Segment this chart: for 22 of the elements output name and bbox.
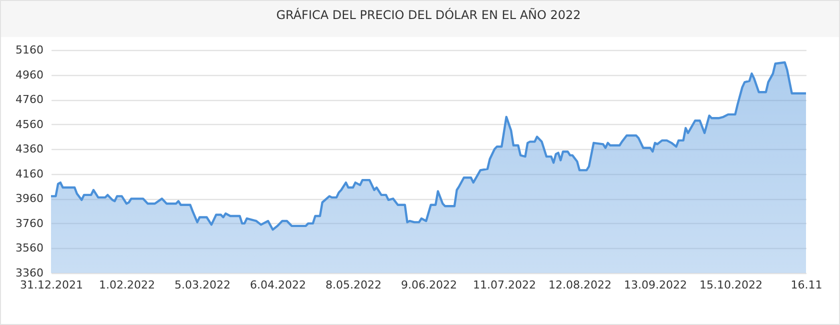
- x-tick-label: 9.06.2022: [401, 278, 457, 292]
- y-tick-label: 4360: [16, 142, 44, 156]
- y-tick-label: 4560: [16, 118, 44, 131]
- x-tick-label: 8.05.2022: [326, 278, 382, 292]
- y-tick-label: 3560: [16, 242, 44, 255]
- x-tick-label: 12.08.2022: [548, 278, 612, 292]
- x-tick-label: 5.03.2022: [174, 278, 230, 292]
- x-tick-label: 13.09.2022: [624, 278, 687, 292]
- x-tick-label: 16.11: [790, 278, 822, 292]
- y-tick-label: 4760: [16, 93, 44, 106]
- y-tick-label: 3760: [16, 216, 44, 230]
- x-tick-label: 6.04.2022: [250, 278, 306, 292]
- x-tick-label: 1.02.2022: [99, 278, 155, 292]
- x-tick-label: 15.10.2022: [700, 278, 762, 292]
- y-tick-label: 3960: [16, 192, 44, 206]
- chart-title: GRÁFICA DEL PRECIO DEL DÓLAR EN EL AÑO 2022: [276, 7, 581, 22]
- x-tick-label: 31.12.2021: [20, 278, 83, 292]
- y-tick-label: 5160: [16, 44, 44, 56]
- y-tick-label: 3360: [16, 266, 44, 280]
- y-tick-label: 4160: [16, 167, 44, 180]
- y-tick-label: 4960: [16, 68, 44, 82]
- x-tick-label: 11.07.2022: [473, 278, 536, 292]
